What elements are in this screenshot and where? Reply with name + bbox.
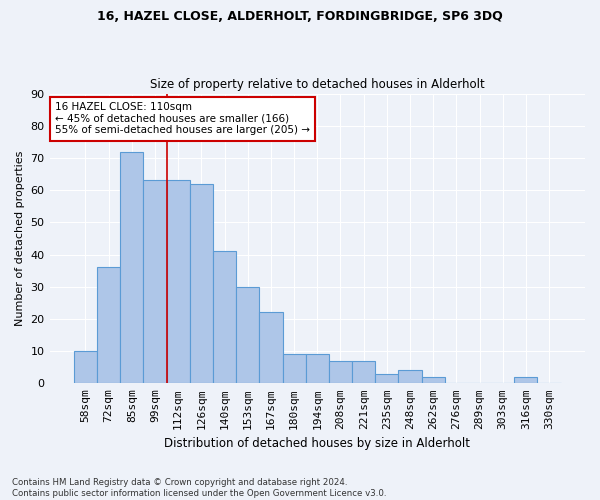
Text: Contains HM Land Registry data © Crown copyright and database right 2024.
Contai: Contains HM Land Registry data © Crown c… bbox=[12, 478, 386, 498]
Bar bbox=[120, 152, 143, 384]
Text: 16, HAZEL CLOSE, ALDERHOLT, FORDINGBRIDGE, SP6 3DQ: 16, HAZEL CLOSE, ALDERHOLT, FORDINGBRIDG… bbox=[97, 10, 503, 23]
Bar bbox=[236, 286, 259, 384]
Bar bbox=[305, 354, 329, 384]
Bar bbox=[283, 354, 305, 384]
Bar bbox=[259, 312, 283, 384]
Text: 16 HAZEL CLOSE: 110sqm
← 45% of detached houses are smaller (166)
55% of semi-de: 16 HAZEL CLOSE: 110sqm ← 45% of detached… bbox=[55, 102, 310, 136]
Bar bbox=[167, 180, 190, 384]
Bar bbox=[422, 377, 445, 384]
X-axis label: Distribution of detached houses by size in Alderholt: Distribution of detached houses by size … bbox=[164, 437, 470, 450]
Title: Size of property relative to detached houses in Alderholt: Size of property relative to detached ho… bbox=[150, 78, 485, 91]
Bar bbox=[398, 370, 422, 384]
Bar bbox=[329, 361, 352, 384]
Bar bbox=[375, 374, 398, 384]
Bar bbox=[190, 184, 213, 384]
Bar bbox=[97, 268, 120, 384]
Bar bbox=[352, 361, 375, 384]
Bar bbox=[213, 252, 236, 384]
Y-axis label: Number of detached properties: Number of detached properties bbox=[15, 150, 25, 326]
Bar bbox=[514, 377, 538, 384]
Bar bbox=[74, 351, 97, 384]
Bar bbox=[143, 180, 167, 384]
